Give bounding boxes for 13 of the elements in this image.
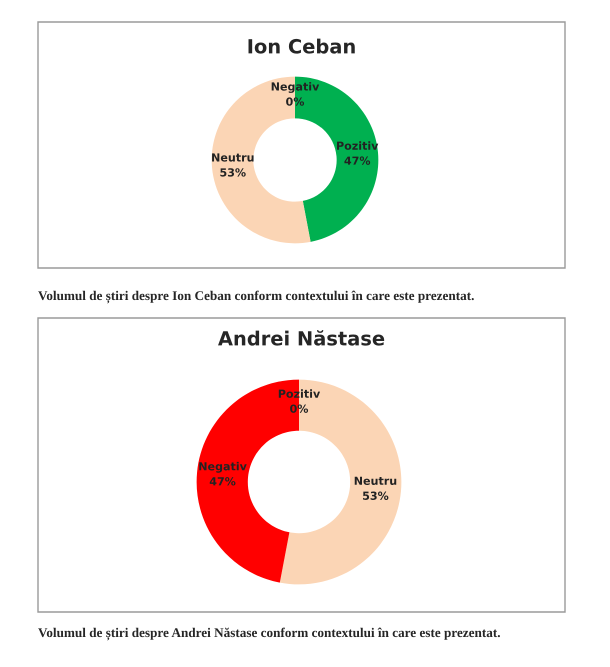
text: Volumul de știri despre Andrei Năstase conform contextului în care este prezentat.	[38, 628, 500, 640]
chart-title: Andrei Năstase	[218, 330, 384, 346]
text: Volumul de știri despre Ion Ceban conform contextului în care este prezentat.	[38, 290, 474, 304]
data-label: 53%	[220, 168, 246, 177]
slice-label: Neutru	[212, 153, 254, 162]
chart-title: Ion Ceban	[248, 38, 355, 54]
data-label: 47%	[210, 477, 236, 486]
data-label: 47%	[344, 156, 370, 165]
slice-label: Negativ	[199, 462, 247, 473]
text: 0%	[290, 404, 308, 413]
data-label: 53%	[363, 492, 388, 500]
text: 0%	[286, 97, 304, 106]
slice-label: Neutru	[354, 476, 396, 485]
